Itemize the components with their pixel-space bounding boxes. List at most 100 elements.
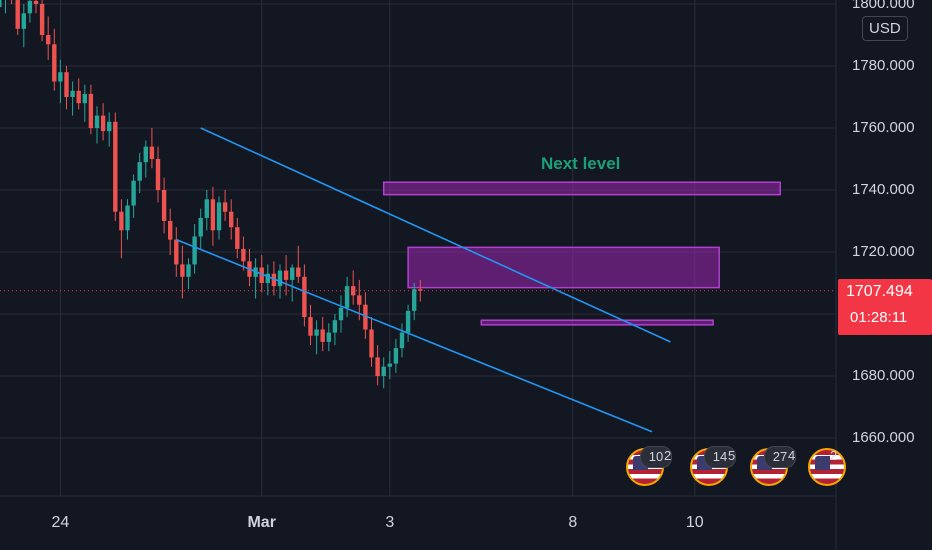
zone-small[interactable] (480, 319, 714, 326)
time-tick-label: Mar (247, 514, 276, 531)
candle-body (76, 90, 81, 104)
us-economic-event[interactable]: 27 4 (750, 446, 796, 492)
price-tick-label: 1720.000 (852, 243, 915, 260)
candle (52, 28, 57, 91)
candle (11, 0, 13, 4)
candle-body (0, 0, 2, 8)
us-economic-event[interactable]: 14 5 (690, 446, 736, 492)
candle-body (338, 307, 344, 321)
channel-upper[interactable] (200, 127, 671, 343)
zone-resistance[interactable] (407, 246, 720, 289)
zone-next-level[interactable] (382, 181, 781, 196)
currency-button[interactable]: USD (862, 16, 908, 41)
candle-body (21, 13, 26, 29)
candle (222, 190, 228, 221)
candle-body (149, 146, 155, 159)
candle (235, 217, 240, 259)
candle (283, 255, 289, 296)
candle-body (314, 329, 319, 336)
candle (247, 248, 252, 287)
candle (412, 283, 417, 321)
candle (143, 140, 148, 178)
candle-body (387, 363, 392, 367)
candle (241, 236, 246, 271)
candle (351, 270, 356, 305)
candle (119, 199, 124, 259)
candle-body (107, 121, 112, 132)
candle-body (344, 286, 350, 308)
candle-body (174, 239, 179, 265)
candle-body (405, 310, 411, 333)
candle (15, 0, 20, 35)
candle (265, 264, 270, 296)
next-level-annotation: Next level (541, 154, 621, 173)
candle-body (259, 267, 264, 283)
current-price-value: 1707.494 (846, 282, 913, 300)
candle (296, 245, 301, 283)
candle-body (369, 329, 374, 358)
candle-body (15, 0, 20, 29)
candle-body (88, 93, 94, 128)
candle-body (125, 205, 130, 231)
candle-body (241, 248, 246, 262)
candle-body (180, 264, 185, 277)
candle (393, 338, 399, 373)
time-tick-label: 8 (568, 514, 578, 531)
candle-body (399, 332, 405, 349)
candle (216, 196, 222, 240)
candle (320, 317, 325, 352)
candle-body (119, 211, 124, 231)
candle (253, 258, 258, 299)
price-tick-label: 1740.000 (852, 181, 915, 198)
candle (161, 177, 167, 234)
candle-body (100, 115, 106, 132)
event-extra-count: 2 (830, 448, 838, 463)
price-tick-label: 1660.000 (852, 429, 915, 446)
trend-channel (176, 127, 671, 433)
candle-body (33, 0, 39, 4)
price-tick-label: 1680.000 (852, 367, 915, 384)
candle (338, 295, 344, 333)
candle-body (302, 276, 307, 318)
candle-body (412, 289, 417, 311)
candle (88, 84, 94, 135)
candle-body (320, 329, 325, 342)
candle-body (198, 217, 203, 237)
us-economic-event[interactable]: 2 (808, 446, 854, 492)
candle (107, 112, 112, 147)
price-tick-label: 1800.000 (852, 0, 915, 12)
candle-countdown: 01:28:11 (850, 308, 908, 326)
event-extra-count: 2 (664, 448, 672, 463)
candle-body (39, 4, 45, 35)
event-extra-count: 4 (788, 448, 796, 463)
candle (33, 0, 39, 14)
candle (290, 264, 295, 302)
us-economic-event[interactable]: 10 2 (626, 446, 672, 492)
candle (131, 174, 136, 218)
candle (229, 199, 234, 240)
candle-body (192, 236, 197, 265)
candle (46, 16, 51, 60)
candle-body (52, 44, 57, 82)
candle (58, 59, 63, 104)
price-tick-label: 1760.000 (852, 119, 915, 136)
candle-body (143, 146, 148, 163)
candle (76, 78, 81, 110)
candle (302, 264, 307, 327)
candle-body (326, 332, 331, 342)
candle-body (155, 159, 161, 190)
candle (82, 84, 87, 122)
channel-lower[interactable] (176, 238, 653, 433)
candle-body (363, 304, 368, 330)
candle-body (161, 190, 167, 221)
candle-body (94, 115, 100, 128)
candle (344, 276, 350, 318)
event-count: 27 (764, 446, 796, 468)
current-price-badge: 1707.494 01:28:11 (838, 278, 932, 335)
candle-body (46, 35, 51, 45)
candle-body (351, 286, 356, 296)
candle-body (210, 199, 216, 231)
candle (27, 0, 33, 23)
candle (100, 103, 106, 141)
